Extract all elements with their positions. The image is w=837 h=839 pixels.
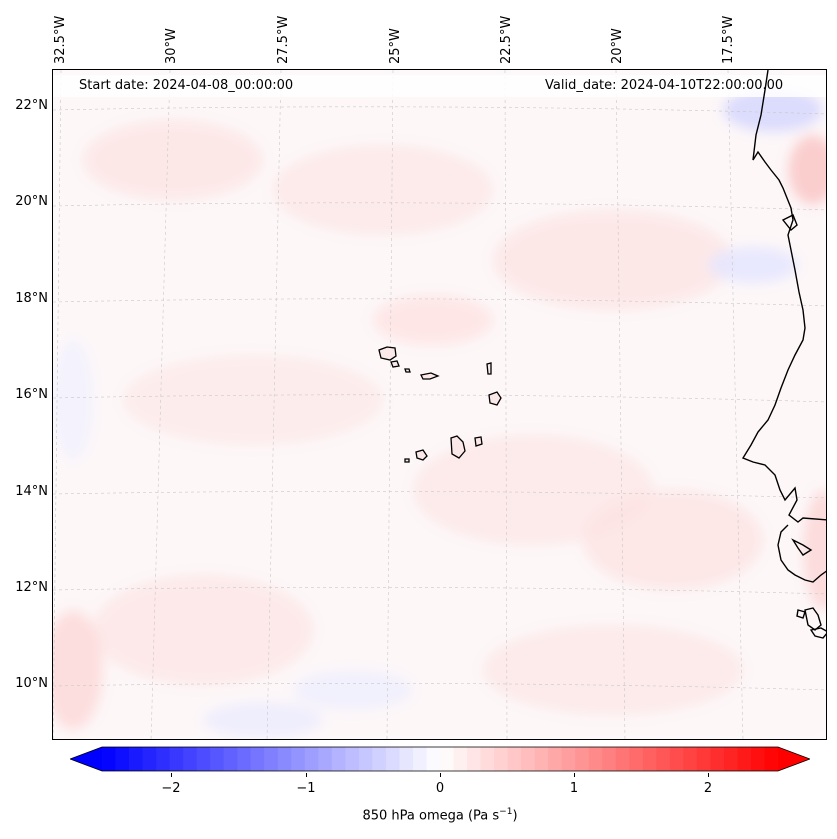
colorbar-segment bbox=[750, 747, 765, 771]
colorbar-segment bbox=[291, 747, 306, 771]
colorbar-segment bbox=[264, 747, 279, 771]
graticule bbox=[53, 70, 826, 739]
colorbar-label-suffix: ) bbox=[512, 808, 518, 824]
omega-field bbox=[53, 70, 826, 739]
colorbar-label: 850 hPa omega (Pa s−1) bbox=[0, 807, 837, 823]
colorbar-segment bbox=[575, 747, 590, 771]
colorbar-segment bbox=[250, 747, 265, 771]
colorbar-segment bbox=[480, 747, 495, 771]
colorbar-extend-min bbox=[70, 747, 102, 771]
colorbar-extend-max bbox=[778, 747, 810, 771]
colorbar-segment bbox=[331, 747, 346, 771]
colorbar-segment bbox=[372, 747, 387, 771]
colorbar-segment bbox=[142, 747, 157, 771]
colorbar-segment bbox=[412, 747, 427, 771]
colorbar-tickmark-1 bbox=[574, 773, 575, 777]
colorbar-segment bbox=[737, 747, 752, 771]
colorbar-segment bbox=[115, 747, 130, 771]
colorbar-segment bbox=[318, 747, 333, 771]
colorbar-segment bbox=[507, 747, 522, 771]
colorbar-segment bbox=[102, 747, 117, 771]
colorbar bbox=[70, 746, 810, 772]
colorbar-segment bbox=[467, 747, 482, 771]
colorbar-tick-0: 0 bbox=[435, 781, 445, 796]
colorbar-segment bbox=[385, 747, 400, 771]
colorbar-label-text: 850 hPa omega (Pa s bbox=[362, 808, 500, 824]
valid-date-label: Valid_date: 2024-04-10T22:00:00.00 bbox=[545, 78, 784, 93]
colorbar-segment bbox=[156, 747, 171, 771]
map-panel bbox=[52, 69, 827, 740]
lon-label-22-5w: 22.5°W bbox=[499, 15, 514, 64]
lat-label-12n: 12°N bbox=[15, 580, 48, 595]
lat-label-20n: 20°N bbox=[15, 194, 48, 209]
lat-label-14n: 14°N bbox=[15, 484, 48, 499]
colorbar-segment bbox=[129, 747, 144, 771]
colorbar-segments bbox=[70, 746, 810, 772]
colorbar-segment bbox=[196, 747, 211, 771]
colorbar-segment bbox=[494, 747, 509, 771]
colorbar-label-exponent: −1 bbox=[499, 807, 513, 817]
colorbar-segment bbox=[223, 747, 238, 771]
colorbar-segment bbox=[723, 747, 738, 771]
lon-label-32-5w: 32.5°W bbox=[53, 15, 68, 64]
colorbar-tickmark-neg2 bbox=[171, 773, 172, 777]
lon-label-30w: 30°W bbox=[164, 28, 179, 64]
colorbar-segment bbox=[696, 747, 711, 771]
lon-label-17-5w: 17.5°W bbox=[721, 15, 736, 64]
colorbar-outline bbox=[70, 746, 810, 772]
colorbar-segment bbox=[210, 747, 225, 771]
lat-label-18n: 18°N bbox=[15, 291, 48, 306]
colorbar-segment bbox=[683, 747, 698, 771]
colorbar-segment bbox=[629, 747, 644, 771]
colorbar-segment bbox=[345, 747, 360, 771]
start-date-label: Start date: 2024-04-08_00:00:00 bbox=[79, 78, 294, 93]
lon-label-20w: 20°W bbox=[610, 28, 625, 64]
colorbar-tick-neg1: −1 bbox=[296, 781, 316, 796]
colorbar-segment bbox=[534, 747, 549, 771]
colorbar-segment bbox=[548, 747, 563, 771]
colorbar-segment bbox=[615, 747, 630, 771]
lat-label-22n: 22°N bbox=[15, 98, 48, 113]
colorbar-segment bbox=[561, 747, 576, 771]
colorbar-segment bbox=[656, 747, 671, 771]
colorbar-segment bbox=[277, 747, 292, 771]
lon-label-25w: 25°W bbox=[388, 28, 403, 64]
lat-label-16n: 16°N bbox=[15, 387, 48, 402]
colorbar-segment bbox=[602, 747, 617, 771]
colorbar-segment bbox=[183, 747, 198, 771]
colorbar-tick-1: 1 bbox=[569, 781, 579, 796]
colorbar-segment bbox=[169, 747, 184, 771]
colorbar-segment bbox=[426, 747, 441, 771]
map-canvas bbox=[53, 70, 826, 739]
lat-label-10n: 10°N bbox=[15, 676, 48, 691]
colorbar-segment bbox=[237, 747, 252, 771]
colorbar-tick-2: 2 bbox=[703, 781, 713, 796]
colorbar-segment bbox=[453, 747, 468, 771]
colorbar-segment bbox=[358, 747, 373, 771]
colorbar-tickmark-neg1 bbox=[306, 773, 307, 777]
colorbar-segment bbox=[304, 747, 319, 771]
colorbar-tickmark-2 bbox=[708, 773, 709, 777]
colorbar-tick-neg2: −2 bbox=[161, 781, 181, 796]
colorbar-segment bbox=[710, 747, 725, 771]
colorbar-tickmark-0 bbox=[440, 773, 441, 777]
colorbar-segment bbox=[669, 747, 684, 771]
lon-label-27-5w: 27.5°W bbox=[276, 15, 291, 64]
colorbar-segment bbox=[521, 747, 536, 771]
colorbar-segment bbox=[399, 747, 414, 771]
colorbar-segment bbox=[642, 747, 657, 771]
african-coastline bbox=[741, 70, 826, 639]
cabo-verde-islands bbox=[378, 346, 502, 463]
colorbar-segment bbox=[588, 747, 603, 771]
colorbar-segment bbox=[764, 747, 779, 771]
colorbar-segment bbox=[440, 747, 455, 771]
